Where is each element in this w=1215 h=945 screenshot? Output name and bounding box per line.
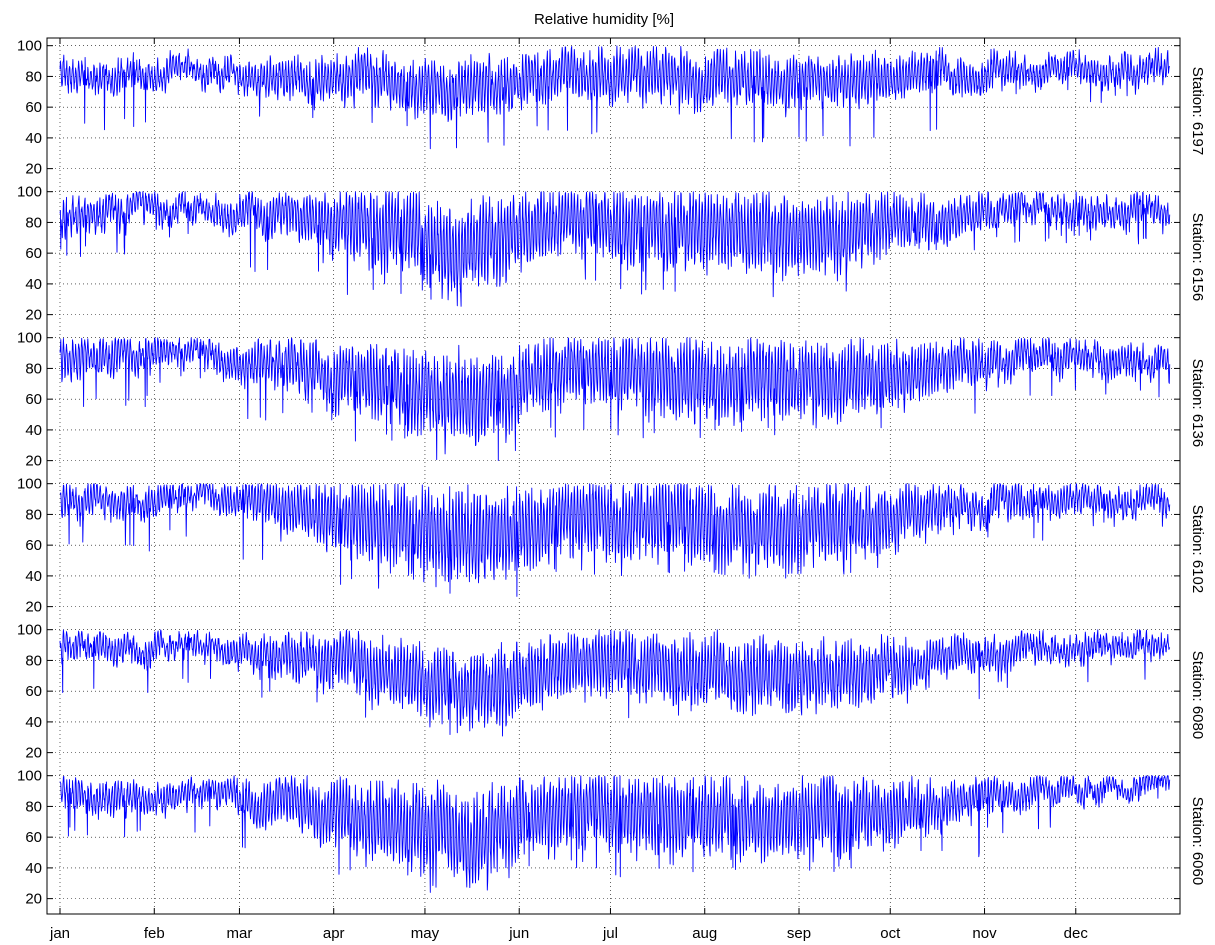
- y-tick-label-p2-40: 40: [25, 422, 42, 439]
- plot-frame: [46, 37, 1181, 915]
- x-tick-label-sep: sep: [787, 925, 811, 942]
- y-tick-label-p4-60: 60: [25, 683, 42, 700]
- y-tick-label-p2-100: 100: [17, 330, 42, 347]
- y-tick-label-p0-80: 80: [25, 68, 42, 85]
- station-label-4: Station: 6080: [1189, 651, 1206, 739]
- y-tick-label-p3-80: 80: [25, 506, 42, 523]
- x-tick-label-jul: jul: [602, 925, 618, 942]
- station-label-1: Station: 6156: [1189, 213, 1206, 301]
- y-tick-label-p2-20: 20: [25, 453, 42, 470]
- series-line-3: [59, 483, 1171, 597]
- station-label-2: Station: 6136: [1189, 359, 1206, 447]
- y-tick-label-p1-100: 100: [17, 184, 42, 201]
- y-tick-label-p5-40: 40: [25, 860, 42, 877]
- y-tick-label-p0-20: 20: [25, 161, 42, 178]
- y-tick-label-p2-80: 80: [25, 360, 42, 377]
- y-tick-label-p4-20: 20: [25, 745, 42, 762]
- y-tick-label-p1-80: 80: [25, 214, 42, 231]
- y-tick-label-p5-60: 60: [25, 829, 42, 846]
- x-tick-label-oct: oct: [880, 925, 901, 942]
- y-tick-label-p1-60: 60: [25, 245, 42, 262]
- series-line-1: [59, 191, 1171, 307]
- series-layer: [59, 45, 1171, 893]
- x-tick-label-dec: dec: [1064, 925, 1089, 942]
- y-tick-label-p1-40: 40: [25, 276, 42, 293]
- y-tick-label-p0-60: 60: [25, 99, 42, 116]
- x-tick-label-feb: feb: [144, 925, 165, 942]
- y-tick-label-p5-100: 100: [17, 768, 42, 785]
- station-label-5: Station: 6060: [1189, 797, 1206, 885]
- y-tick-label-p4-100: 100: [17, 622, 42, 639]
- y-tick-label-p3-20: 20: [25, 599, 42, 616]
- y-tick-label-p5-80: 80: [25, 798, 42, 815]
- series-line-0: [59, 45, 1170, 150]
- station-label-3: Station: 6102: [1189, 505, 1206, 593]
- y-tick-label-p0-40: 40: [25, 130, 42, 147]
- y-tick-label-p0-100: 100: [17, 38, 42, 55]
- y-tick-label-p4-80: 80: [25, 652, 42, 669]
- label-layer: jan feb mar apr may jun jul aug sep oct nov dec 20 40…: [17, 38, 1206, 942]
- x-tick-label-jun: jun: [508, 925, 529, 942]
- x-tick-label-apr: apr: [323, 925, 345, 942]
- x-tick-label-jan: jan: [49, 925, 70, 942]
- y-tick-label-p3-100: 100: [17, 476, 42, 493]
- axis-layer: [47, 38, 1180, 914]
- x-tick-label-may: may: [411, 925, 440, 942]
- series-line-5: [59, 775, 1171, 893]
- x-tick-label-mar: mar: [227, 925, 253, 942]
- y-tick-label-p2-60: 60: [25, 391, 42, 408]
- y-tick-label-p4-40: 40: [25, 714, 42, 731]
- y-tick-label-p3-40: 40: [25, 568, 42, 585]
- x-tick-label-nov: nov: [972, 925, 997, 942]
- y-tick-label-p5-20: 20: [25, 891, 42, 908]
- y-tick-label-p1-20: 20: [25, 307, 42, 324]
- y-tick-label-p3-60: 60: [25, 537, 42, 554]
- series-line-2: [59, 337, 1171, 462]
- station-label-0: Station: 6197: [1189, 67, 1206, 155]
- chart-title: Relative humidity [%]: [534, 11, 674, 28]
- x-tick-label-aug: aug: [692, 925, 717, 942]
- series-line-4: [59, 629, 1171, 737]
